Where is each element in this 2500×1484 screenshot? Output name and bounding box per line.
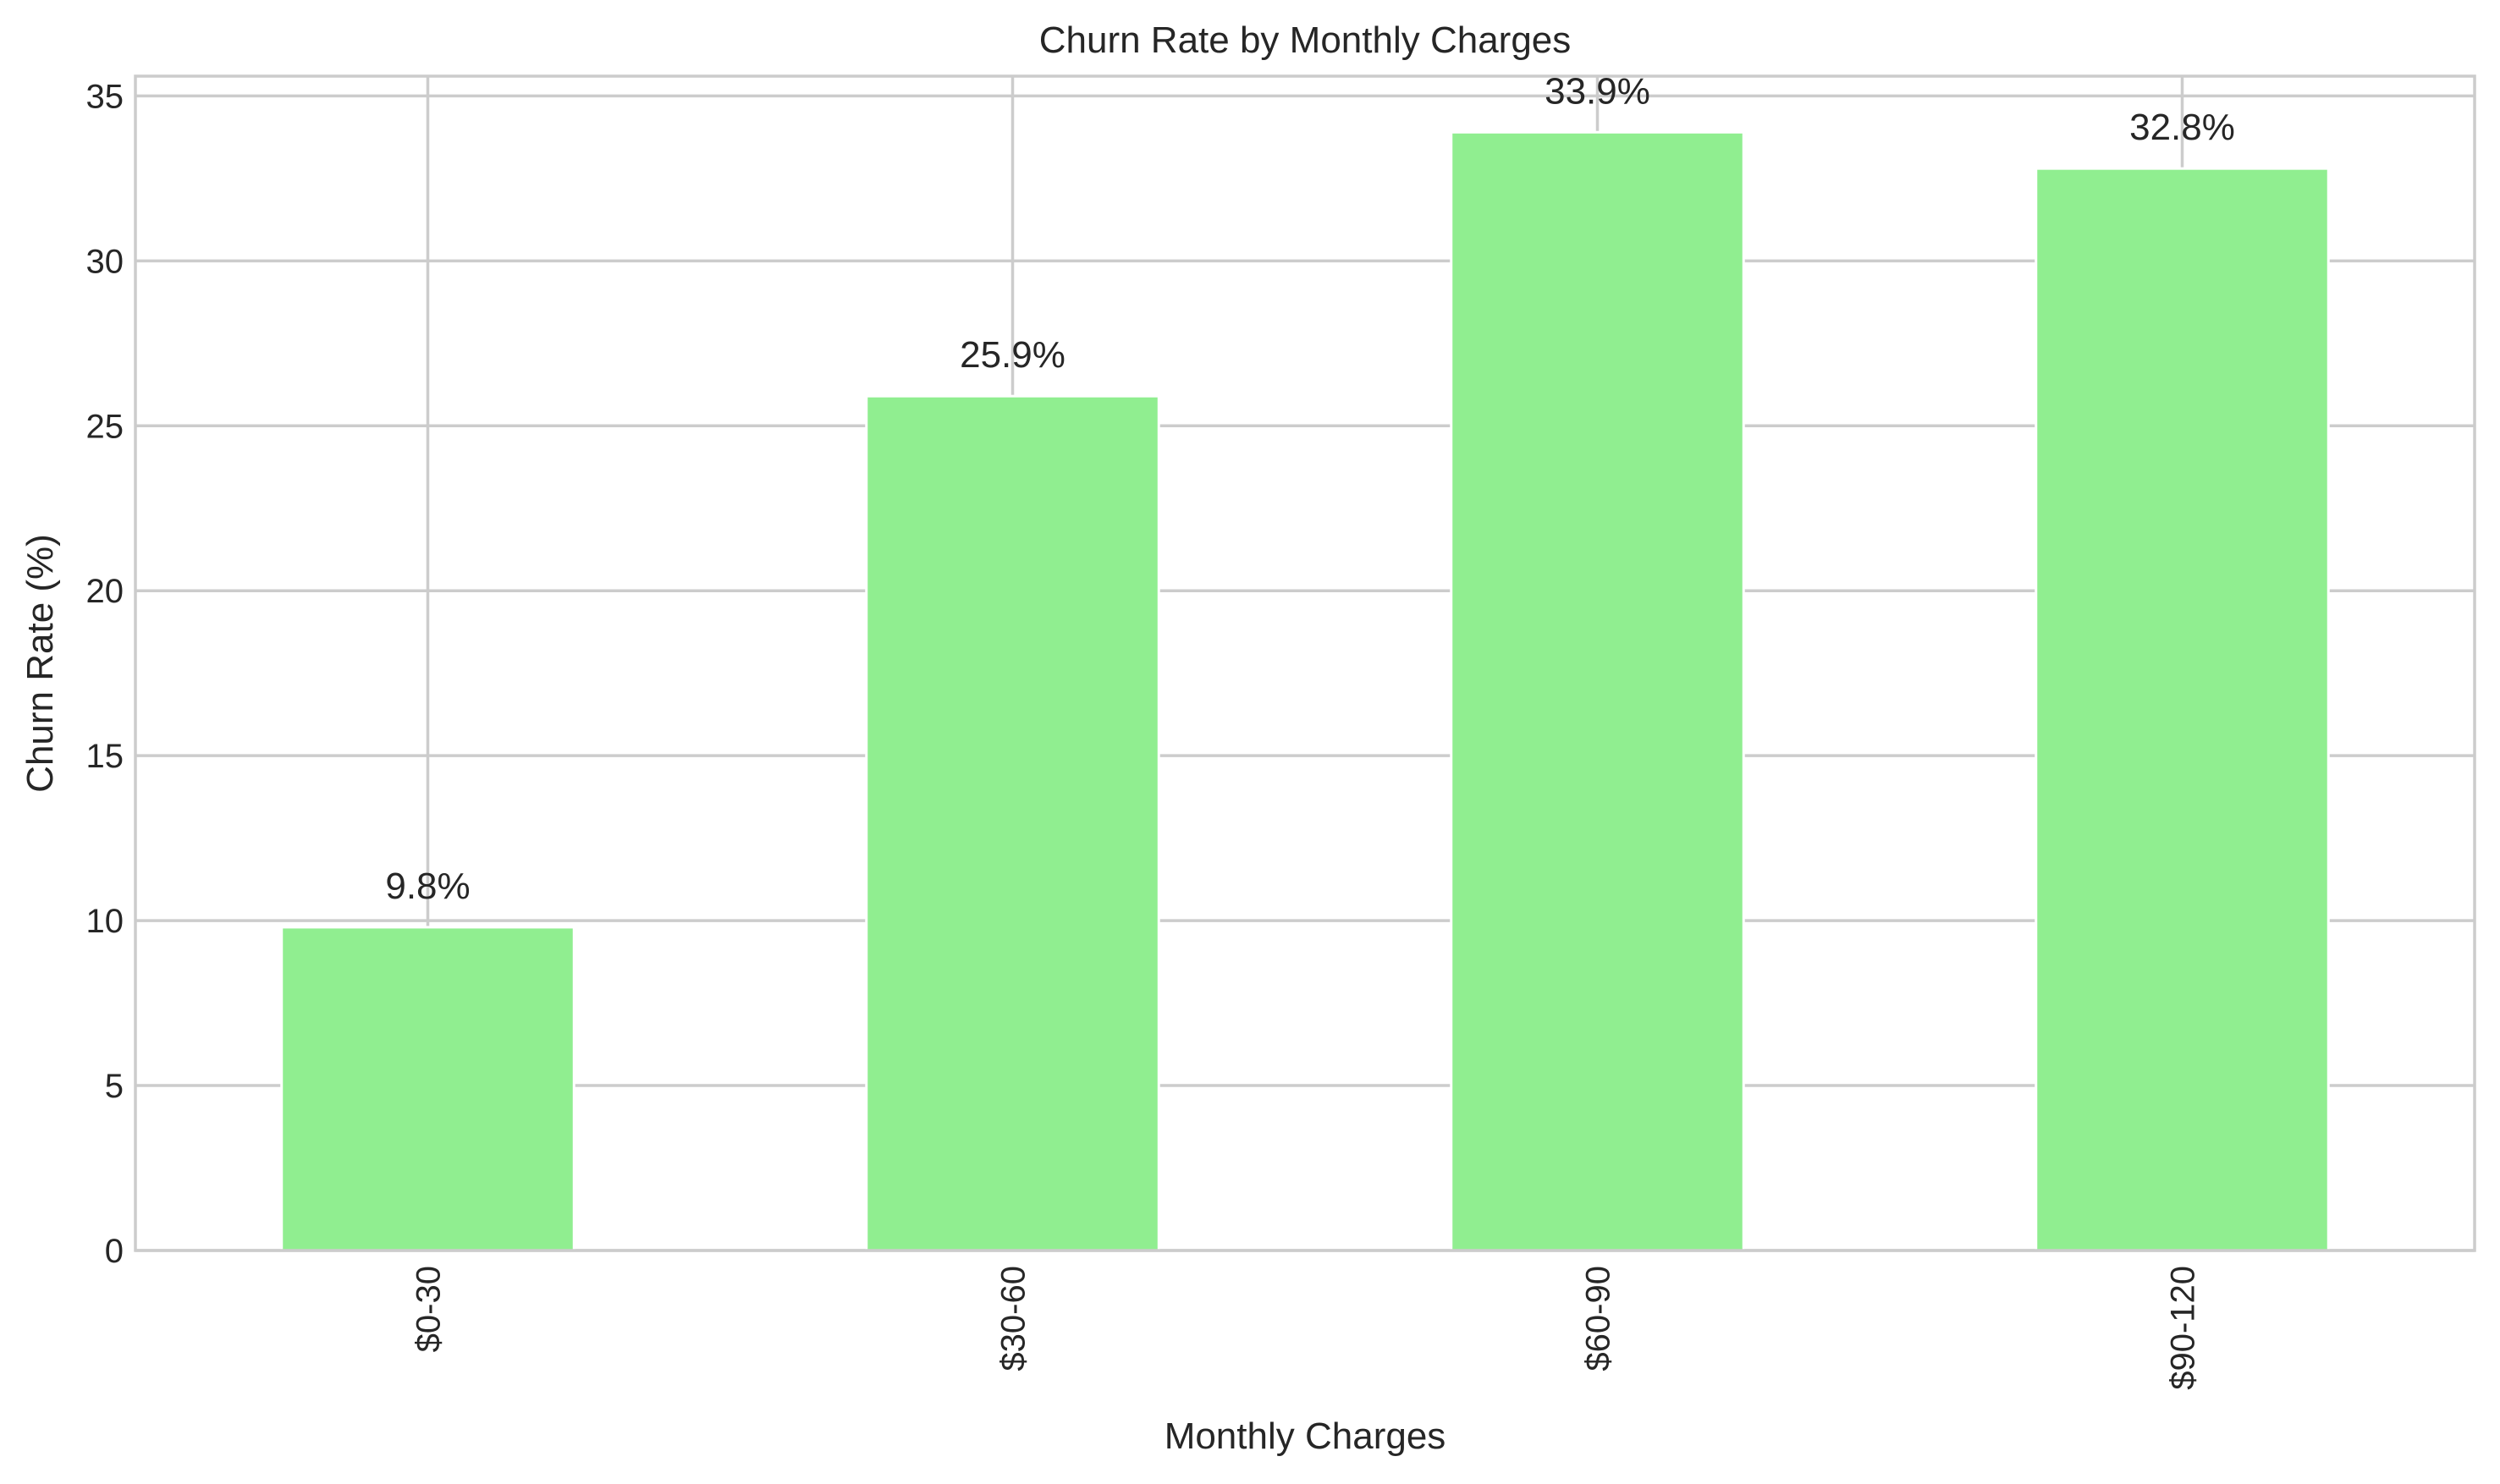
plot-frame bbox=[134, 74, 2476, 1252]
bar-layer bbox=[280, 130, 2330, 1252]
bar bbox=[280, 926, 575, 1252]
data-label: 9.8% bbox=[385, 866, 470, 907]
x-tick-label: $90-120 bbox=[2165, 1266, 2202, 1390]
x-tick-label: $0-30 bbox=[410, 1266, 448, 1352]
y-tick-label: 35 bbox=[86, 78, 124, 115]
x-tick-label: $30-60 bbox=[995, 1266, 1032, 1371]
chart-title: Churn Rate by Monthly Charges bbox=[1039, 19, 1572, 61]
x-tick-labels: $0-30 $30-60 $60-90 $90-120 bbox=[410, 1266, 2202, 1390]
data-labels: 9.8% 25.9% 33.9% 32.8% bbox=[385, 70, 2235, 907]
x-axis-label: Monthly Charges bbox=[1165, 1415, 1446, 1457]
bar bbox=[2035, 167, 2330, 1252]
y-tick-label: 20 bbox=[86, 573, 124, 610]
y-tick-label: 15 bbox=[86, 738, 124, 775]
y-tick-label: 25 bbox=[86, 408, 124, 445]
y-tick-label: 0 bbox=[105, 1233, 124, 1270]
y-tick-label: 10 bbox=[86, 903, 124, 940]
data-label: 25.9% bbox=[960, 334, 1066, 376]
y-axis-label: Churn Rate (%) bbox=[19, 534, 61, 793]
y-tick-label: 30 bbox=[86, 243, 124, 280]
bar bbox=[865, 394, 1160, 1252]
y-tick-labels: 0 5 10 15 20 25 30 35 bbox=[86, 78, 124, 1270]
x-tick-label: $60-90 bbox=[1580, 1266, 1617, 1371]
y-tick-label: 5 bbox=[105, 1068, 124, 1105]
bar bbox=[1450, 130, 1745, 1252]
data-label: 32.8% bbox=[2129, 107, 2235, 148]
data-label: 33.9% bbox=[1545, 70, 1650, 112]
